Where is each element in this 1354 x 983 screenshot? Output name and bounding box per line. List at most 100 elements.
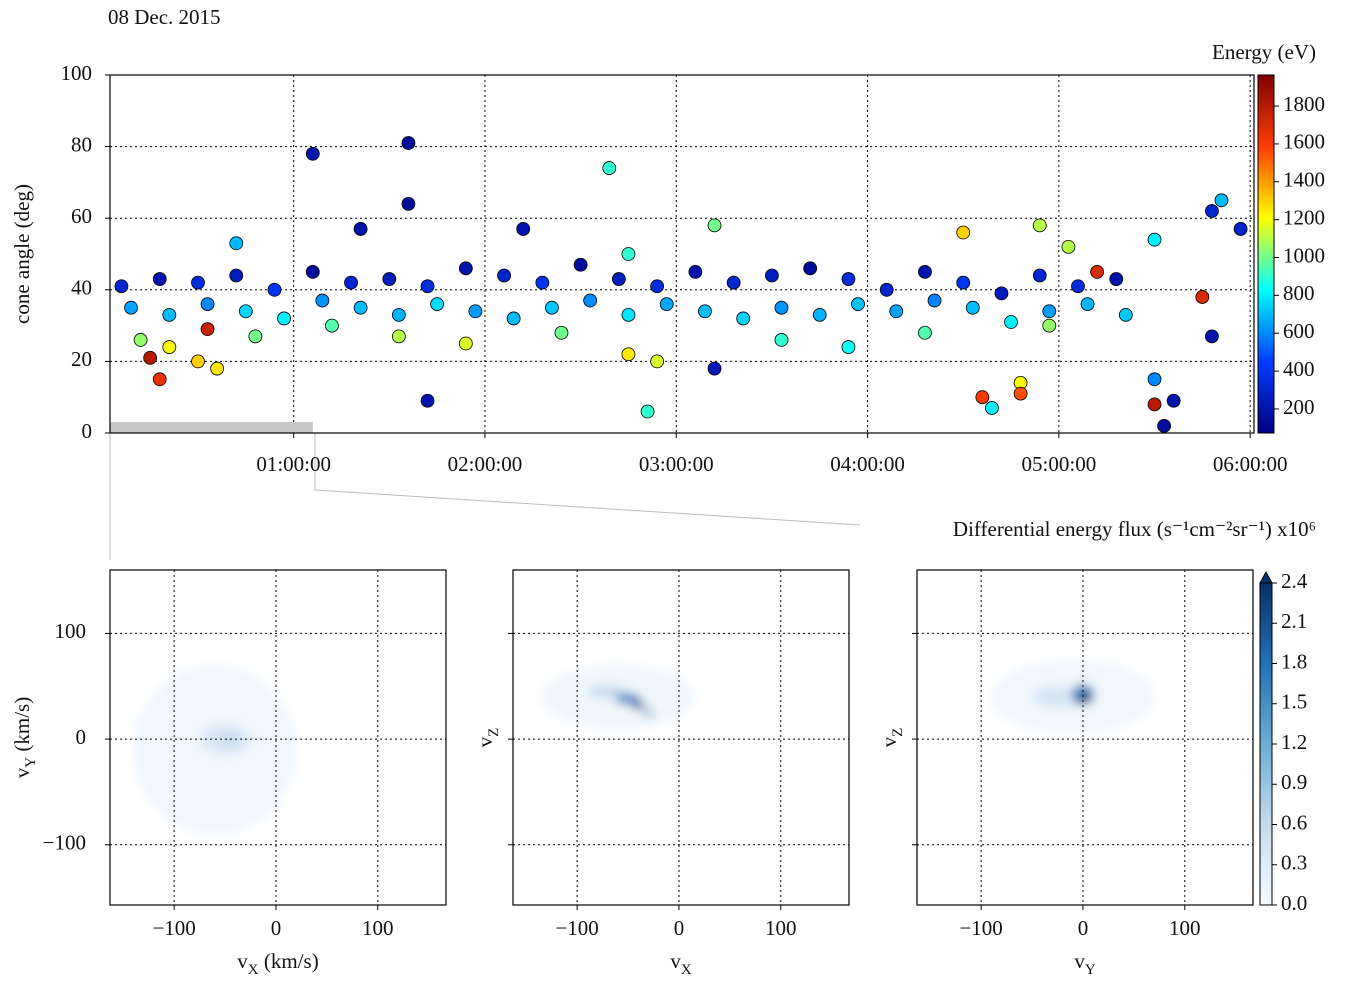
data-point — [621, 247, 636, 261]
data-point — [1032, 268, 1047, 283]
plot-background — [110, 75, 1254, 433]
data-point — [736, 311, 751, 326]
data-point — [975, 390, 990, 405]
axis-label-part: v — [670, 949, 681, 973]
data-point — [774, 300, 789, 315]
zoom-connector — [314, 433, 861, 526]
data-point — [698, 304, 712, 319]
axis-label: vX — [670, 949, 692, 979]
data-point — [200, 297, 215, 312]
data-point — [1118, 307, 1133, 322]
y-axis-label: cone angle (deg) — [10, 184, 34, 324]
y-tick-label: 0 — [76, 725, 87, 749]
data-point — [315, 293, 330, 308]
y-tick-label: −100 — [43, 831, 86, 855]
y-tick-label: 60 — [71, 204, 92, 228]
colorbar-tick-label: 1600 — [1283, 130, 1325, 154]
data-point — [851, 297, 865, 312]
y-tick-label: 40 — [71, 276, 92, 300]
data-point — [812, 307, 827, 322]
data-point — [956, 275, 971, 290]
data-point — [191, 354, 205, 369]
data-point — [1042, 318, 1057, 333]
data-point — [1166, 393, 1181, 408]
data-point — [353, 222, 368, 236]
data-point — [401, 196, 416, 211]
x-tick-label: 0 — [1078, 916, 1089, 940]
data-point — [918, 264, 932, 279]
data-point — [659, 297, 674, 312]
data-point — [1032, 218, 1047, 233]
x-tick-label: 100 — [362, 916, 394, 940]
data-point — [1090, 264, 1105, 279]
plot-background — [513, 570, 849, 905]
data-point — [143, 350, 158, 365]
data-point — [1157, 418, 1171, 433]
colorbar-tick-label: 1400 — [1283, 168, 1325, 192]
colorbar-tick-label: 0.9 — [1281, 770, 1307, 794]
colorbar — [1259, 582, 1273, 906]
data-point — [229, 236, 244, 251]
x-tick-label: 01:00:00 — [256, 452, 331, 476]
data-point — [640, 404, 655, 419]
data-point — [1004, 315, 1018, 329]
data-point — [765, 268, 779, 283]
data-point — [583, 293, 598, 308]
y-tick-label: 100 — [55, 619, 87, 643]
data-point — [611, 272, 626, 286]
selected-range — [110, 422, 313, 433]
axis-label: vX (km/s) — [237, 949, 318, 979]
data-point — [516, 222, 531, 236]
data-point — [277, 311, 291, 326]
x-tick-label: −100 — [959, 916, 1002, 940]
density-layer — [541, 665, 695, 729]
axis-label-part: X — [248, 962, 259, 978]
axis-label-part: Z — [890, 728, 906, 737]
density-blob — [631, 701, 646, 709]
colorbar-tick-label: 1000 — [1283, 243, 1325, 267]
data-point — [1147, 232, 1162, 247]
y-tick-label: 80 — [71, 132, 92, 156]
axis-label-part: (km/s) — [10, 697, 34, 757]
data-point — [458, 261, 473, 276]
colorbar-tick-label: 1.5 — [1281, 690, 1307, 714]
y-tick-label: 0 — [82, 419, 93, 443]
x-tick-label: 03:00:00 — [639, 452, 714, 476]
axis-label: vY — [1074, 949, 1096, 979]
data-point — [506, 311, 521, 326]
colorbar-tick-label: 400 — [1283, 357, 1315, 381]
axis-label-part: Y — [23, 757, 39, 768]
data-point — [573, 257, 588, 272]
x-tick-label: 04:00:00 — [830, 452, 905, 476]
data-point — [420, 393, 435, 408]
data-point — [688, 264, 703, 279]
data-point — [1147, 372, 1162, 387]
data-point — [985, 401, 999, 415]
data-point — [267, 282, 282, 297]
data-point — [162, 307, 177, 322]
density-blob — [615, 693, 641, 705]
data-point — [803, 261, 818, 276]
density-layer — [133, 665, 297, 835]
x-tick-label: −100 — [555, 916, 598, 940]
axis-label: vZ — [877, 728, 907, 748]
x-tick-label: 100 — [1169, 916, 1201, 940]
data-point — [344, 275, 358, 290]
y-tick-label: 100 — [61, 61, 93, 85]
axis-label-part: v — [473, 736, 497, 747]
data-point — [152, 372, 167, 387]
colorbar — [1257, 74, 1275, 434]
x-tick-label: 02:00:00 — [448, 452, 523, 476]
axis-label-part: X — [681, 962, 692, 978]
plot-frame — [916, 569, 1254, 906]
data-point — [918, 325, 932, 340]
colorbar-tick-label: 2.1 — [1281, 609, 1307, 633]
data-point — [325, 318, 339, 333]
data-point — [1147, 397, 1162, 412]
data-point — [200, 322, 215, 337]
data-point — [774, 333, 789, 347]
data-point — [650, 354, 665, 369]
data-point — [621, 307, 636, 322]
density-layer — [991, 659, 1155, 734]
data-point — [1214, 193, 1229, 208]
